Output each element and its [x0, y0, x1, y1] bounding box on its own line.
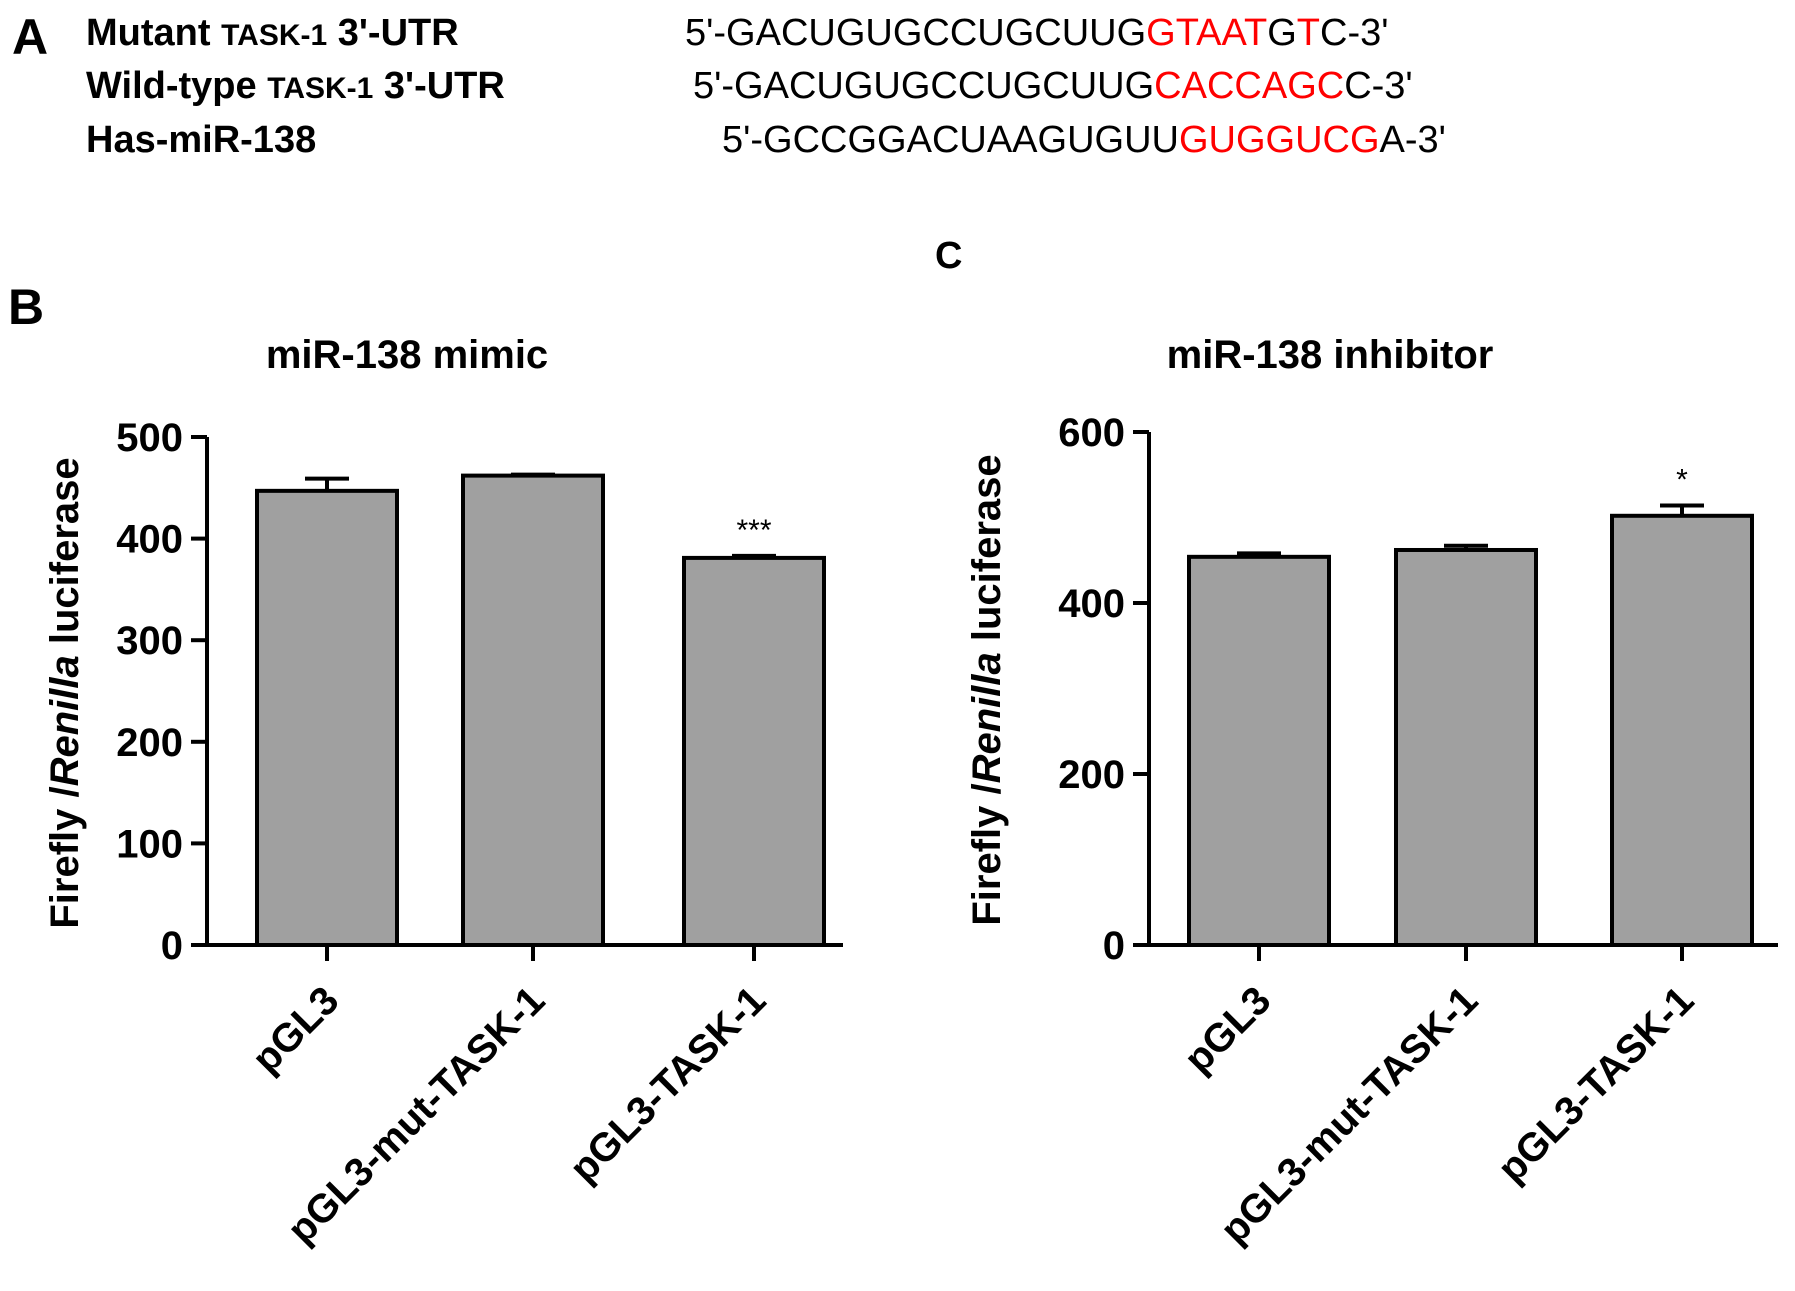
sequence-segment: G: [1267, 12, 1297, 54]
y-tick-label: 0: [1103, 924, 1125, 968]
sequence-highlight: GTAAT: [1146, 12, 1268, 54]
sequence-label-name: Has-miR-138: [86, 119, 317, 161]
bar: [255, 488, 399, 947]
panel-c-letter: C: [935, 235, 963, 277]
y-axis-label: Firefly /Renilla luciferase: [965, 454, 1009, 925]
sequence-segment: A-3': [1379, 119, 1446, 161]
y-tick-label: 400: [1058, 582, 1125, 626]
bar: [461, 473, 605, 947]
y-axis-label-part: Renilla: [965, 652, 1009, 783]
sequence-segment: C-3': [1344, 65, 1413, 107]
x-tick-label: pGL3-TASK-1: [1490, 978, 1703, 1191]
sequence-label: Has-miR-138: [86, 121, 316, 159]
sequence-label-gene: TASK-1: [221, 19, 328, 52]
sequence-highlight: GUGGUCG: [1178, 119, 1380, 161]
chart-title: miR-138 inhibitor: [1167, 333, 1494, 377]
bar: [1187, 554, 1331, 948]
sequence-text: 5'-GCCGGACUAAGUGUUGUGGUCGA-3': [722, 121, 1446, 159]
y-tick-label: 200: [116, 721, 183, 765]
sequence-prefix: 5'-GCCGGACUAAGUGUU: [722, 119, 1179, 161]
significance-marker: *: [1676, 464, 1688, 497]
sequence-label: Mutant TASK-1 3'-UTR: [86, 14, 459, 52]
panel-a-letter: A: [12, 9, 49, 65]
bar: [1610, 513, 1754, 947]
sequence-text: 5'-GACUGUGCCUGCUUGCACCAGCC-3': [693, 67, 1413, 105]
significance-marker: ***: [736, 514, 771, 547]
sequence-highlight: CACCAGC: [1154, 65, 1345, 107]
y-tick-label: 100: [116, 822, 183, 866]
x-tick-label: pGL3: [244, 978, 347, 1081]
panel-b-letter: B: [8, 279, 45, 335]
y-axis-label-part: luciferase: [43, 457, 87, 655]
sequence-segment: C-3': [1320, 12, 1389, 54]
y-tick-label: 200: [1058, 753, 1125, 797]
y-axis-label-part: luciferase: [965, 454, 1009, 652]
y-axis-label: Firefly /Renilla luciferase: [43, 457, 87, 928]
y-axis-label-part: Firefly /: [965, 783, 1009, 925]
y-tick-label: 300: [116, 619, 183, 663]
chart-title: miR-138 mimic: [266, 333, 548, 377]
sequence-label-name: Mutant: [86, 12, 222, 54]
sequence-text: 5'-GACUGUGCCUGCUUGGTAATGTC-3': [685, 14, 1389, 52]
y-axis-label-part: Renilla: [43, 655, 87, 786]
sequence-label: Wild-type TASK-1 3'-UTR: [86, 67, 505, 105]
x-tick-label: pGL3: [1176, 978, 1279, 1081]
sequence-label-gene: TASK-1: [267, 72, 374, 105]
bar: [1394, 547, 1538, 947]
sequence-label-region: 3'-UTR: [327, 12, 459, 54]
y-tick-label: 600: [1058, 411, 1125, 455]
sequence-prefix: 5'-GACUGUGCCUGCUUG: [693, 65, 1155, 107]
y-tick-label: 500: [116, 416, 183, 460]
y-axis-label-part: Firefly /: [43, 786, 87, 928]
bar: [682, 555, 826, 947]
sequence-label-name: Wild-type: [86, 65, 268, 107]
y-tick-label: 400: [116, 518, 183, 562]
sequence-label-region: 3'-UTR: [373, 65, 505, 107]
x-tick-label: pGL3-TASK-1: [562, 978, 775, 1191]
sequence-highlight: T: [1296, 12, 1320, 54]
y-tick-label: 0: [161, 924, 183, 968]
sequence-prefix: 5'-GACUGUGCCUGCUUG: [685, 12, 1147, 54]
